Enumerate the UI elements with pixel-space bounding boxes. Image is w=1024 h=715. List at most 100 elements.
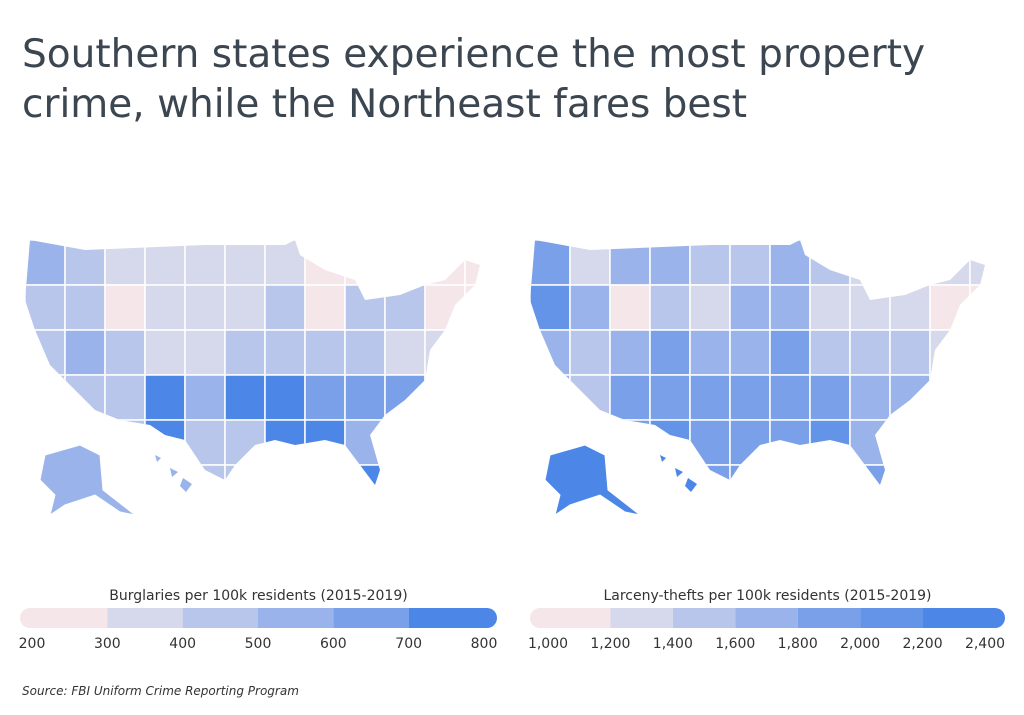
state xyxy=(689,284,731,331)
legend-swatch xyxy=(258,608,334,628)
state xyxy=(969,240,985,286)
state xyxy=(304,464,346,485)
state xyxy=(25,284,66,331)
legend-bar xyxy=(530,608,1005,628)
state xyxy=(104,240,146,286)
legend-swatch xyxy=(672,608,736,628)
state xyxy=(224,374,266,421)
legend-tick-label: 2,000 xyxy=(840,636,880,652)
state xyxy=(769,419,811,466)
state xyxy=(344,329,386,376)
state xyxy=(424,419,466,466)
state xyxy=(929,464,971,485)
state xyxy=(264,374,306,421)
state xyxy=(64,329,106,376)
state xyxy=(144,419,186,466)
legend-bar xyxy=(20,608,497,628)
state xyxy=(849,374,891,421)
state xyxy=(384,374,426,421)
legend-tick-label: 1,600 xyxy=(715,636,755,652)
state xyxy=(264,240,306,286)
state xyxy=(809,329,851,376)
state xyxy=(104,374,146,421)
state xyxy=(689,419,731,466)
state xyxy=(25,240,66,286)
legend-swatch xyxy=(408,608,497,628)
state xyxy=(25,329,66,376)
legend-tick-label: 400 xyxy=(169,636,196,652)
state xyxy=(304,284,346,331)
state xyxy=(224,329,266,376)
state xyxy=(769,240,811,286)
state xyxy=(344,284,386,331)
state xyxy=(729,284,771,331)
state xyxy=(609,374,651,421)
state xyxy=(384,240,426,286)
state xyxy=(969,329,985,376)
state xyxy=(464,329,480,376)
state xyxy=(224,464,266,485)
legend-tick-label: 1,000 xyxy=(528,636,568,652)
state xyxy=(769,284,811,331)
state xyxy=(264,329,306,376)
hawaii xyxy=(155,455,192,492)
state xyxy=(64,284,106,331)
state xyxy=(144,284,186,331)
state xyxy=(649,419,691,466)
state xyxy=(530,374,571,421)
state xyxy=(649,464,691,485)
state xyxy=(184,464,226,485)
legend-tick-label: 200 xyxy=(19,636,46,652)
state xyxy=(184,329,226,376)
state xyxy=(224,240,266,286)
alaska xyxy=(39,444,136,517)
state xyxy=(304,419,346,466)
legend-swatch xyxy=(530,608,611,628)
state xyxy=(929,284,971,331)
state xyxy=(569,284,611,331)
legend-title: Larceny-thefts per 100k residents (2015-… xyxy=(603,588,931,604)
state xyxy=(144,374,186,421)
legend-swatch xyxy=(333,608,409,628)
state xyxy=(809,419,851,466)
legend-tick-label: 1,800 xyxy=(778,636,818,652)
state xyxy=(889,464,931,485)
state xyxy=(464,464,480,485)
state xyxy=(464,419,480,466)
state xyxy=(769,329,811,376)
state xyxy=(464,240,480,286)
state xyxy=(424,284,466,331)
legend-tick-label: 700 xyxy=(395,636,422,652)
state xyxy=(649,329,691,376)
state xyxy=(889,374,931,421)
state xyxy=(104,284,146,331)
state xyxy=(649,374,691,421)
state xyxy=(144,329,186,376)
state xyxy=(424,374,466,421)
source: Source: FBI Uniform Crime Reporting Prog… xyxy=(22,684,299,698)
state xyxy=(569,240,611,286)
state xyxy=(304,240,346,286)
legend-swatch xyxy=(922,608,1005,628)
state xyxy=(304,329,346,376)
state xyxy=(809,464,851,485)
legend-tick-label: 500 xyxy=(245,636,272,652)
state xyxy=(729,464,771,485)
state xyxy=(464,284,480,331)
legend-tick-label: 1,400 xyxy=(653,636,693,652)
state xyxy=(304,374,346,421)
state xyxy=(609,240,651,286)
legend-tick-label: 2,400 xyxy=(965,636,1005,652)
alaska xyxy=(544,444,641,517)
state xyxy=(809,284,851,331)
state xyxy=(969,464,985,485)
state xyxy=(689,329,731,376)
legend-tick-label: 1,200 xyxy=(590,636,630,652)
legend-tick-label: 600 xyxy=(320,636,347,652)
state xyxy=(569,329,611,376)
state xyxy=(769,464,811,485)
state xyxy=(184,284,226,331)
state xyxy=(689,464,731,485)
